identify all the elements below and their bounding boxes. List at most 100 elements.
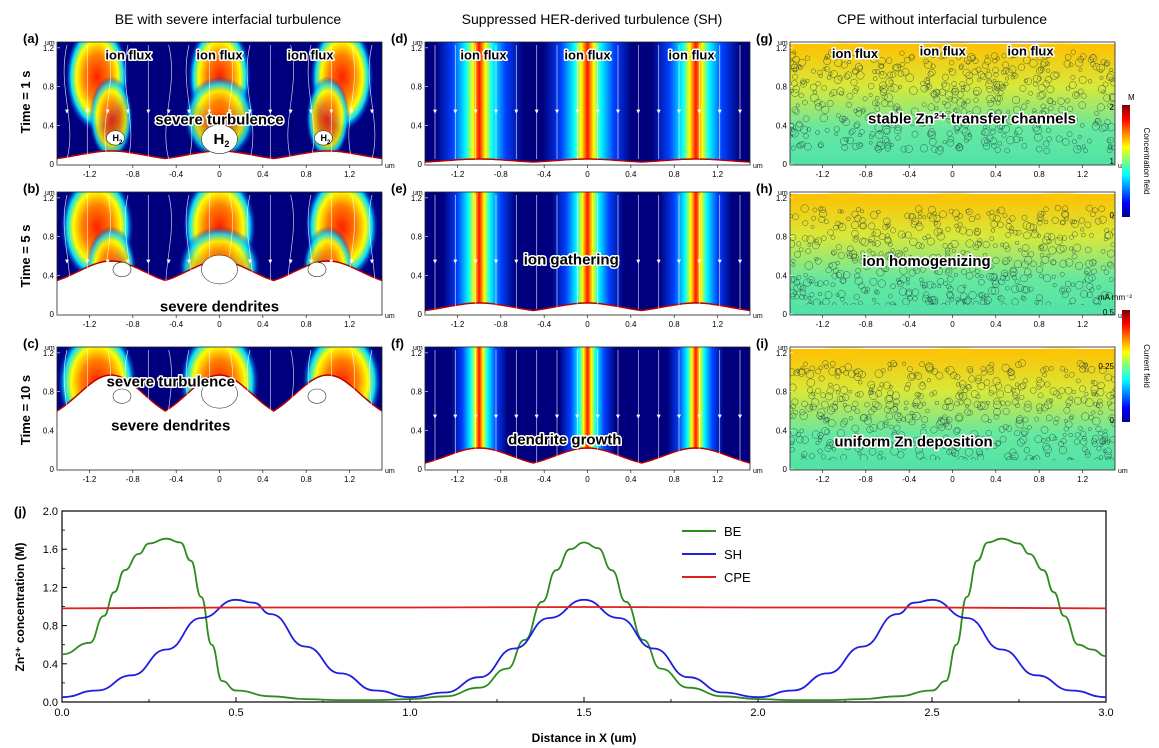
cpe-particle — [993, 72, 999, 78]
panel-field — [425, 347, 750, 470]
cpe-particle — [1039, 110, 1046, 117]
cpe-particle — [850, 78, 858, 86]
cpe-particle — [946, 112, 955, 121]
cpe-particle — [823, 57, 831, 65]
x-tick-label: -0.8 — [859, 320, 873, 329]
cpe-particle — [1000, 84, 1005, 89]
cpe-particle — [976, 256, 982, 262]
column-title-cpe: CPE without interfacial turbulence — [837, 11, 1047, 27]
cpe-particle — [1045, 127, 1052, 134]
cpe-particle — [1037, 220, 1043, 226]
cpe-particle — [980, 298, 987, 306]
y-tick-label: 0.8 — [411, 388, 423, 397]
cpe-particle — [974, 227, 979, 232]
cpe-particle — [909, 120, 915, 127]
legend-label-sh: SH — [724, 547, 742, 562]
cpe-particle — [819, 209, 828, 218]
cpe-particle — [899, 442, 908, 451]
cpe-particle — [875, 113, 881, 119]
cpe-particle — [899, 50, 905, 56]
cpe-particle — [953, 125, 960, 132]
cpe-particle — [1017, 383, 1025, 391]
cpe-particle — [851, 253, 857, 260]
cpe-particle — [934, 89, 941, 96]
cpe-particle — [876, 268, 885, 277]
streamline — [165, 44, 172, 160]
cpe-particle — [945, 226, 951, 232]
row-label-10s: Time = 10 s — [18, 375, 33, 445]
cpe-particle — [826, 442, 834, 449]
cpe-particle — [908, 269, 916, 277]
cpe-particle — [953, 272, 958, 277]
panel-letter: (c) — [23, 336, 39, 351]
cpe-particle — [950, 239, 959, 249]
cpe-particle — [1111, 105, 1115, 110]
electrode-surface — [57, 374, 382, 412]
cpe-particle — [791, 145, 796, 151]
cpe-particle — [999, 274, 1006, 281]
streamline — [165, 349, 172, 465]
streamline — [246, 194, 254, 310]
streamline — [185, 44, 193, 160]
cpe-particle — [932, 261, 937, 266]
cpe-particle — [792, 290, 798, 295]
cpe-particle — [1096, 446, 1102, 452]
cpe-particle — [791, 88, 800, 97]
cpe-particle — [1097, 410, 1103, 416]
cpe-particle — [795, 431, 801, 438]
cpe-particle — [1088, 414, 1094, 421]
cpe-particle — [1005, 223, 1013, 230]
cpe-particle — [886, 251, 894, 259]
cpe-particle — [954, 373, 961, 381]
y-tick-label: 0 — [783, 465, 788, 474]
cpe-particle — [1094, 392, 1099, 397]
cpe-particle — [869, 277, 878, 286]
cpe-particle — [1097, 381, 1105, 390]
cpe-particle — [1084, 391, 1089, 397]
cpe-particle — [790, 214, 793, 218]
x-tick-label: 0.8 — [669, 475, 681, 484]
cpe-particle — [852, 88, 859, 94]
cpe-particle — [913, 266, 921, 274]
cpe-particle — [868, 112, 877, 121]
cpe-particle — [869, 390, 874, 395]
cpe-particle — [923, 77, 931, 84]
y-tick-label: 0.8 — [411, 83, 423, 92]
cpe-particle — [860, 238, 869, 247]
cpe-particle — [1064, 53, 1072, 61]
cpe-particle — [824, 56, 829, 60]
cpe-particle — [830, 249, 837, 256]
cpe-particle — [1068, 395, 1074, 402]
series-line-sh — [61, 598, 1107, 699]
y-tick-label: 1.2 — [776, 194, 788, 203]
panel-annotation: ion flux — [832, 46, 879, 61]
cpe-particle — [790, 276, 796, 283]
cpe-particle — [977, 450, 983, 457]
cpe-particle — [993, 400, 1002, 410]
cpe-particle — [872, 100, 878, 107]
cpe-particle — [1109, 76, 1115, 82]
cpe-particle — [994, 95, 1001, 102]
cpe-particle — [1105, 231, 1114, 240]
cpe-particle — [874, 95, 880, 101]
cpe-particle — [977, 401, 986, 410]
cpe-base — [790, 155, 1115, 165]
cpe-particle — [1019, 382, 1027, 390]
cpe-particle — [1027, 424, 1032, 430]
cpe-particle — [927, 120, 933, 126]
x-tick-label: -0.4 — [169, 320, 183, 329]
cpe-particle — [803, 361, 808, 367]
cpe-particle — [971, 68, 979, 76]
cpe-particle — [1055, 135, 1063, 143]
streamline — [63, 349, 71, 465]
cpe-particle — [969, 114, 976, 122]
cpe-particle — [1106, 147, 1113, 154]
sh-ion-column — [651, 42, 740, 165]
cpe-particle — [1001, 363, 1010, 372]
cpe-particle — [1015, 240, 1020, 245]
cpe-particle — [1021, 244, 1030, 252]
cpe-particle — [883, 420, 889, 425]
y-tick-label: 0 — [418, 310, 423, 319]
cpe-particle — [833, 126, 840, 133]
cpe-particle — [1057, 97, 1065, 105]
